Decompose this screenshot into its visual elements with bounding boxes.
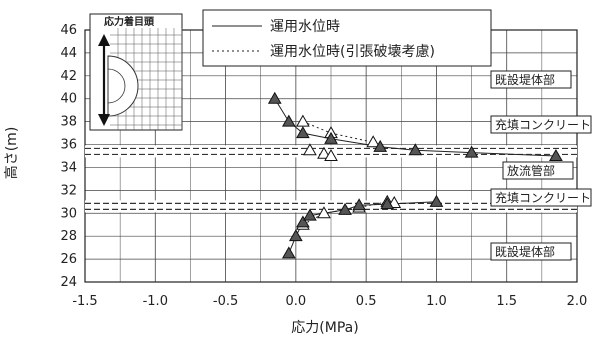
inset-pipe-arc-inner — [107, 68, 126, 104]
series-1-point — [464, 145, 479, 158]
series-2-point — [366, 135, 381, 148]
zone-label-box — [490, 188, 592, 207]
inset-arrow-up — [98, 34, 110, 46]
series-2-point — [296, 114, 310, 127]
series-1-point — [373, 139, 388, 152]
series-1-point — [352, 198, 366, 211]
y-tick-label: 30 — [60, 206, 77, 221]
series-2-point — [324, 148, 338, 161]
x-tick-label: 2.0 — [567, 294, 588, 309]
y-tick-label: 34 — [60, 160, 77, 175]
y-tick-label: 36 — [60, 138, 77, 153]
zone-label-box — [490, 115, 592, 134]
series-2-point — [317, 206, 331, 219]
series-1-point — [338, 202, 352, 215]
x-axis-title: 応力(MPa) — [291, 320, 358, 336]
y-tick-label: 40 — [60, 92, 77, 107]
legend-label-series-1: 運用水位時 — [270, 19, 340, 35]
zone-label: 充填コンクリート — [495, 190, 591, 205]
y-tick-label: 24 — [60, 275, 77, 290]
series-1-point — [296, 215, 310, 228]
zone-label-box — [490, 70, 572, 89]
x-tick-label: 1.5 — [496, 294, 517, 309]
series-1-point — [429, 194, 444, 207]
series-2-point — [317, 146, 331, 159]
series-1-point — [281, 246, 296, 259]
series-2-line-upper — [302, 121, 374, 143]
legend-label-series-2: 運用水位時(引張破壊考慮) — [270, 44, 435, 60]
y-tick-label: 32 — [60, 183, 77, 198]
inset-diagram: 応力着目頭 — [89, 13, 183, 131]
x-tick-label: -1.5 — [72, 294, 97, 309]
zone-label-box — [502, 161, 574, 180]
inset-title: 応力着目頭 — [104, 15, 155, 28]
inset-title-bg — [102, 15, 168, 27]
x-tick-label: -0.5 — [213, 294, 238, 309]
y-tick-label: 42 — [60, 69, 77, 84]
x-tick-label: 0.0 — [286, 294, 307, 309]
tick-labels: -1.5 -1.0 -0.5 0.0 0.5 1.0 1.5 2.0 24 26 28 30 32 34 3… — [60, 23, 587, 309]
series-1-point — [380, 197, 395, 210]
series-1-point — [267, 91, 282, 104]
series-1-point — [408, 143, 423, 156]
inset-arrow-down — [98, 114, 110, 126]
zone-label: 既設堤体部 — [495, 244, 555, 259]
y-tick-label: 26 — [60, 252, 77, 267]
series-1-point — [549, 148, 563, 161]
y-axis-title: 高さ(m) — [3, 127, 20, 180]
zone-label: 放流管部 — [507, 163, 555, 178]
inset-frame — [89, 13, 183, 131]
series-2-point — [303, 143, 317, 156]
series-1-point — [324, 131, 338, 144]
series-1-point — [288, 229, 303, 242]
x-tick-label: -1.0 — [143, 294, 168, 309]
legend-box — [202, 9, 492, 67]
y-tick-label: 44 — [60, 46, 77, 61]
series-1-point — [296, 126, 310, 139]
series-1-point — [281, 114, 296, 127]
y-tick-label: 38 — [60, 115, 77, 130]
y-tick-label: 28 — [60, 229, 77, 244]
series-layer — [230, 18, 563, 259]
x-tick-label: 1.0 — [426, 294, 447, 309]
zone-label: 充填コンクリート — [495, 117, 591, 132]
zone-label: 既設堤体部 — [495, 72, 555, 87]
x-tick-label: 0.5 — [356, 294, 377, 309]
y-tick-label: 46 — [60, 23, 77, 38]
zone-label-box — [490, 242, 572, 261]
series-1-point — [303, 208, 317, 221]
